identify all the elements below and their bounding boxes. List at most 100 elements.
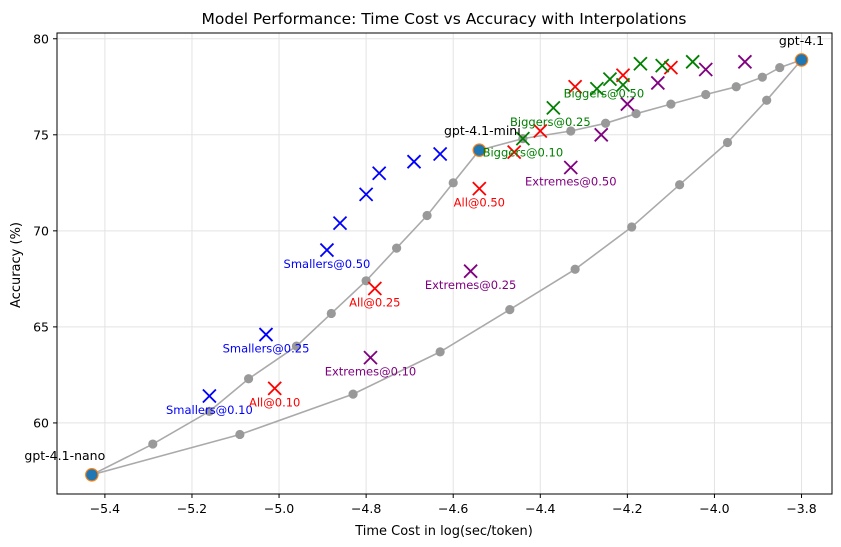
curve-point: [600, 118, 611, 128]
model-label: gpt-4.1-nano: [24, 448, 105, 463]
x-stroke: [633, 56, 648, 71]
x-stroke: [737, 54, 753, 69]
x-stroke: [332, 216, 348, 231]
x-tick-label: −4.4: [525, 501, 555, 516]
chart-title: Model Performance: Time Cost vs Accuracy…: [201, 10, 686, 28]
extremes-marker: [737, 54, 753, 69]
x-stroke: [620, 96, 635, 112]
smallers-marker: [319, 242, 335, 258]
smallers-marker: [372, 166, 387, 181]
x-stroke: [655, 58, 670, 73]
biggers-marker: [546, 100, 561, 116]
all-data-label: All@0.50: [454, 196, 505, 210]
extremes-marker: [594, 127, 609, 142]
curve-point: [326, 308, 336, 319]
curve-point: [291, 341, 302, 351]
model-point: [85, 467, 99, 482]
extremes-data-label: Extremes@0.10: [325, 365, 417, 379]
model-label: gpt-4.1-mini: [444, 123, 521, 138]
curve-point: [701, 89, 711, 100]
x-stroke: [258, 327, 274, 342]
plot-frame: [56, 32, 833, 495]
smallers-marker: [433, 146, 448, 162]
x-tick-label: −4.2: [612, 501, 642, 516]
curve-point: [235, 429, 245, 440]
smallers-marker: [406, 154, 422, 169]
biggers-data-label: Biggers@0.10: [483, 146, 564, 160]
grid: [57, 33, 832, 494]
x-stroke: [567, 79, 583, 94]
x-stroke: [546, 100, 561, 116]
biggers-marker: [655, 58, 670, 73]
x-stroke: [563, 160, 578, 175]
curve-point: [731, 82, 741, 92]
curve-point: [775, 62, 785, 73]
all-marker: [663, 60, 679, 75]
smallers-marker: [332, 216, 348, 231]
curve-point: [631, 109, 641, 119]
extremes-marker: [463, 264, 478, 279]
x-stroke: [319, 242, 335, 258]
curve-point: [348, 389, 358, 399]
x-stroke: [507, 144, 522, 160]
x-stroke: [367, 281, 382, 296]
curve-point: [505, 305, 515, 315]
curve-point: [204, 406, 214, 417]
x-stroke: [589, 81, 605, 96]
x-stroke: [615, 77, 631, 92]
x-stroke: [685, 54, 700, 69]
x-tick-label: −5.2: [177, 501, 207, 516]
x-tick-label: −5.4: [90, 501, 120, 516]
x-tick-label: −3.8: [786, 501, 816, 516]
smallers-marker: [258, 327, 274, 342]
x-stroke: [363, 350, 378, 365]
all-marker: [507, 144, 522, 160]
x-tick-label: −4.6: [438, 501, 468, 516]
curve-point: [148, 439, 158, 449]
biggers-marker: [633, 56, 648, 71]
biggers-marker: [515, 131, 531, 146]
x-stroke: [650, 75, 665, 91]
model-point: [794, 53, 809, 67]
biggers-data-label: Biggers@0.25: [510, 115, 591, 129]
all-data-label: All@0.25: [349, 295, 400, 309]
all-marker: [267, 381, 282, 396]
curve-point: [627, 222, 637, 232]
x-stroke: [533, 123, 548, 139]
data-markers: [85, 53, 809, 482]
curve-point: [566, 126, 576, 136]
curve-point: [675, 180, 685, 190]
x-stroke: [406, 154, 422, 169]
y-tick-label: 70: [33, 223, 49, 238]
curve-point: [762, 95, 772, 105]
smallers-marker: [202, 388, 217, 404]
axes: −5.4 −5.2 −5.0 −4.8 −4.6 −4.4 −4.2 −4.0 −3.8 60 65…: [33, 31, 817, 516]
x-stroke: [372, 166, 387, 181]
smallers-data-label: Smallers@0.25: [223, 342, 310, 356]
all-marker: [533, 123, 548, 139]
all-marker: [472, 181, 487, 196]
x-tick-label: −4.8: [351, 501, 381, 516]
extremes-marker: [698, 62, 713, 77]
model-label: gpt-4.1: [779, 33, 824, 48]
biggers-marker: [685, 54, 700, 69]
smallers-marker: [358, 187, 374, 202]
x-stroke: [602, 71, 618, 87]
extremes-marker: [363, 350, 378, 365]
extremes-marker: [563, 160, 578, 175]
y-tick-label: 80: [33, 31, 49, 46]
y-tick-label: 75: [33, 127, 49, 142]
curve-point: [392, 243, 402, 253]
biggers-data-label: Biggers@0.50: [564, 87, 645, 101]
y-axis-label: Accuracy (%): [9, 222, 24, 308]
extremes-data-label: Extremes@0.50: [525, 174, 617, 188]
x-stroke: [202, 388, 217, 404]
smallers-data-label: Smallers@0.50: [284, 257, 371, 271]
all-marker: [367, 281, 382, 296]
curve-point: [448, 178, 458, 188]
curve-point: [422, 210, 432, 221]
smallers-data-label: Smallers@0.10: [166, 403, 253, 417]
data-labels: Smallers@0.10 Smallers@0.25 Smallers@0.50 A…: [24, 33, 824, 463]
